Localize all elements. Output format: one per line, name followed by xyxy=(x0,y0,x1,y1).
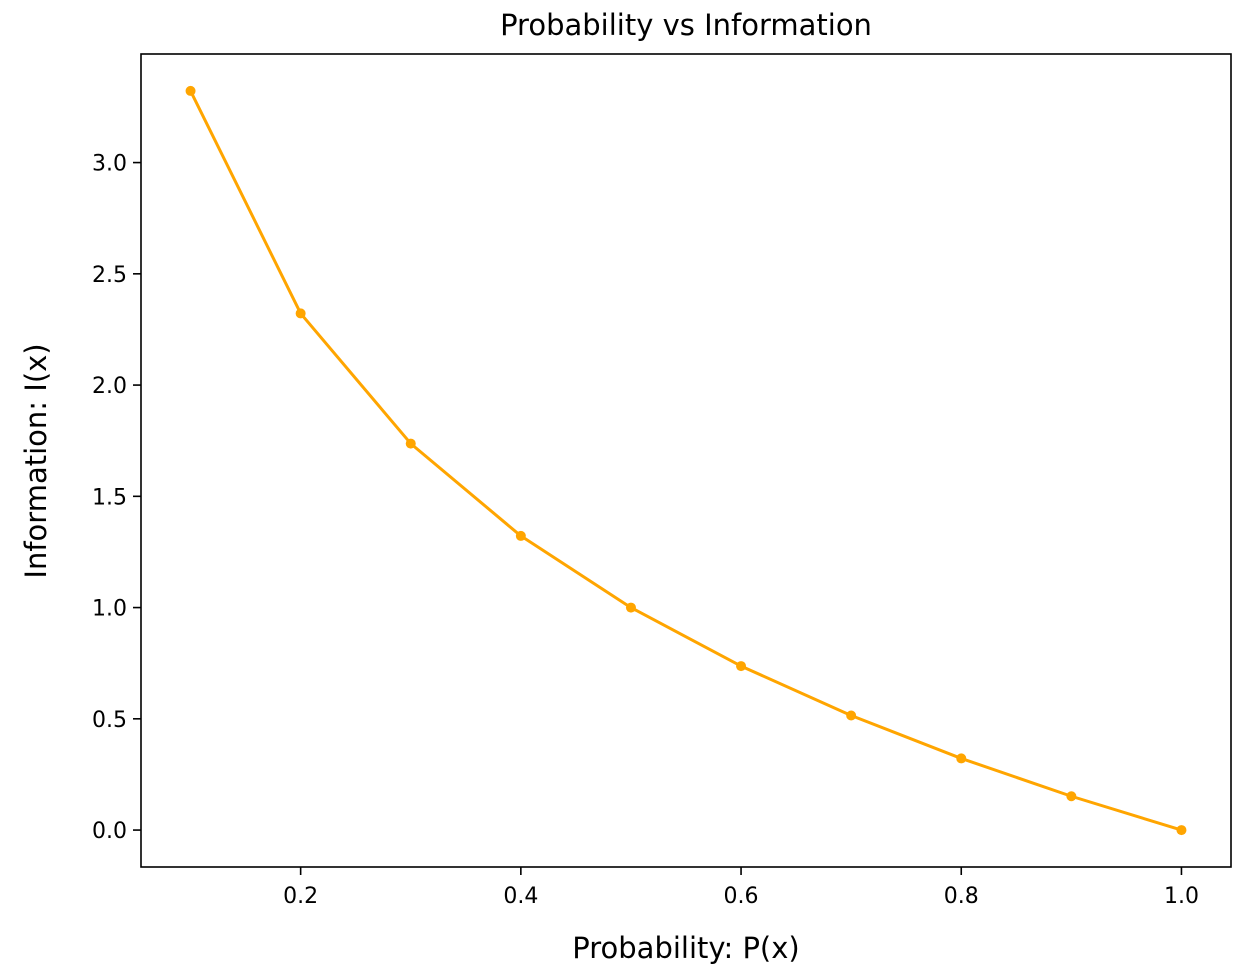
y-tick-label: 2.5 xyxy=(92,263,127,288)
x-tick-label: 0.2 xyxy=(283,884,318,909)
series-layer xyxy=(185,85,1187,836)
data-point xyxy=(185,85,196,96)
data-point xyxy=(1176,825,1187,836)
axes-frame xyxy=(140,53,1232,868)
x-axis: 0.2 0.4 0.6 0.8 1.0 xyxy=(283,867,1199,909)
y-tick-label: 3.0 xyxy=(92,152,127,177)
chart-title: Probability vs Information xyxy=(500,8,872,42)
y-tick-label: 0.0 xyxy=(92,819,127,844)
data-point xyxy=(295,308,306,319)
x-tick-label: 0.4 xyxy=(503,884,538,909)
y-tick-label: 1.0 xyxy=(92,597,127,622)
data-point xyxy=(405,438,416,449)
data-point xyxy=(736,661,747,672)
data-point xyxy=(515,530,526,541)
y-axis-label: Information: I(x) xyxy=(19,343,53,578)
data-point xyxy=(956,753,967,764)
x-tick-label: 0.8 xyxy=(944,884,979,909)
y-tick-label: 0.5 xyxy=(92,708,127,733)
x-tick-label: 1.0 xyxy=(1164,884,1199,909)
series-line xyxy=(189,89,1183,832)
plot-area xyxy=(140,53,1232,868)
data-point xyxy=(625,602,636,613)
y-tick-label: 2.0 xyxy=(92,374,127,399)
y-tick-label: 1.5 xyxy=(92,485,127,510)
data-point xyxy=(846,710,857,721)
x-tick-label: 0.6 xyxy=(724,884,759,909)
x-axis-label: Probability: P(x) xyxy=(572,931,799,965)
y-axis: 0.0 0.5 1.0 1.5 2.0 2.5 3.0 xyxy=(92,152,141,844)
data-point xyxy=(1066,791,1077,802)
